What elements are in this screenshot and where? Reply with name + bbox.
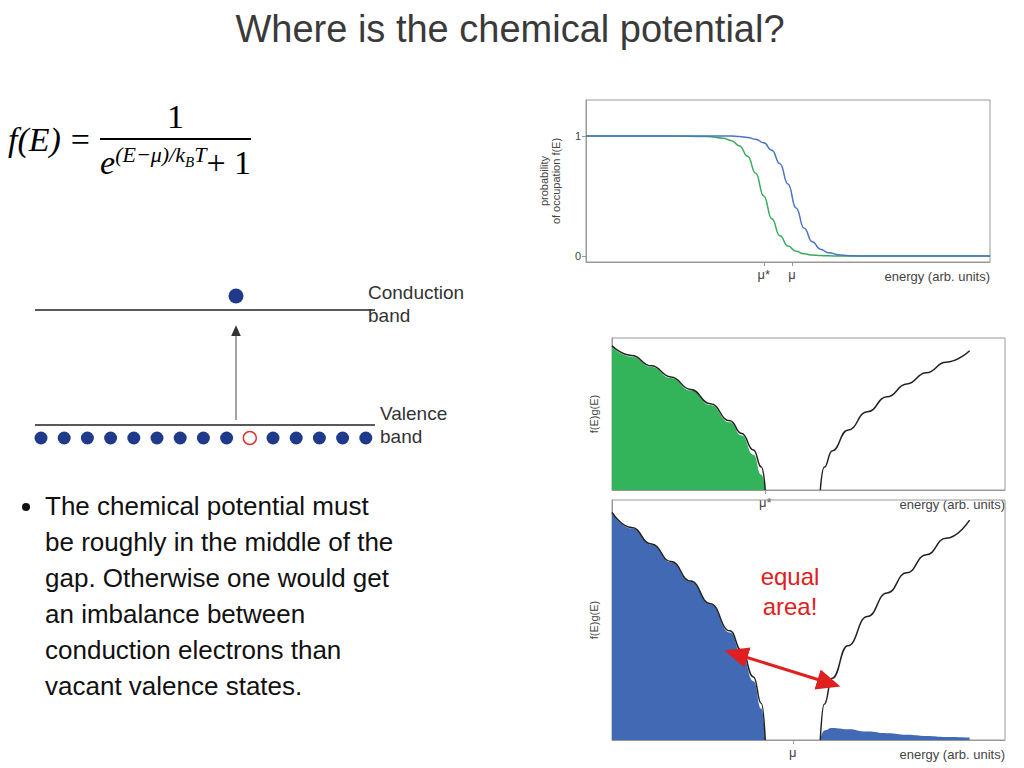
html-text:Where is the chemical potentia: Where is the chemical potential? <box>235 8 785 50</box>
svg-text:1: 1 <box>575 130 581 142</box>
html-text:The chemical potential must be: The chemical potential must be roughly i… <box>45 491 394 701</box>
svg-text:μ: μ <box>788 267 796 282</box>
svg-text:energy (arb. units): energy (arb. units) <box>900 497 1006 512</box>
svg-text:probability: probability <box>538 155 550 206</box>
svg-text:energy (arb. units): energy (arb. units) <box>885 269 991 284</box>
svg-text:μ*: μ* <box>759 495 772 510</box>
svg-text:energy (arb. units): energy (arb. units) <box>900 747 1006 762</box>
svg-text:of occupation f(E): of occupation f(E) <box>550 138 562 224</box>
svg-text:μ*: μ* <box>757 267 770 282</box>
svg-text:f(E)g(E): f(E)g(E) <box>588 395 600 434</box>
svg-text:μ: μ <box>789 745 797 760</box>
html-text:equal area!: equal area! <box>760 563 820 620</box>
html-text:Conduction band: Conduction band <box>368 282 465 326</box>
html-text:f(E) =: f(E) = <box>8 121 90 159</box>
svg-text:f(E)g(E): f(E)g(E) <box>588 601 600 640</box>
html-text:e(E−μ)/kBT+ 1: e(E−μ)/kBT+ 1 <box>100 142 252 182</box>
html-text:Valence band: Valence band <box>380 403 448 447</box>
html-text:1: 1 <box>167 98 185 135</box>
svg-text:0: 0 <box>575 250 581 262</box>
